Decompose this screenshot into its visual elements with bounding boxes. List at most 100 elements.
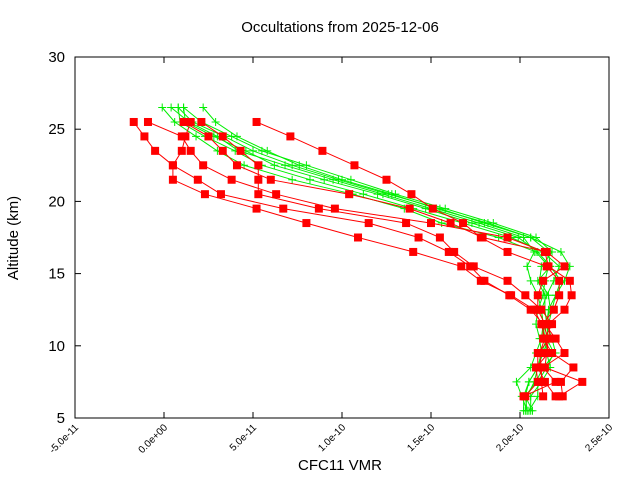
green-point [199, 103, 208, 112]
green-point [211, 117, 220, 126]
red-point [428, 204, 437, 213]
red-point [551, 377, 560, 386]
red-point [551, 392, 560, 401]
red-point [567, 291, 576, 300]
red-point [540, 377, 549, 386]
series-layer [129, 103, 587, 415]
red-point [533, 305, 542, 314]
red-point [578, 377, 587, 386]
red-point [193, 175, 202, 184]
chart-title: Occultations from 2025-12-06 [241, 19, 439, 36]
red-point [364, 219, 373, 228]
red-point [218, 146, 227, 155]
red-point [446, 219, 455, 228]
green-point [334, 175, 343, 184]
red-point [459, 219, 468, 228]
green-point [524, 377, 533, 386]
red-point [539, 276, 548, 285]
red-point [548, 349, 557, 358]
red-point [129, 117, 138, 126]
red-point [457, 262, 466, 271]
red-series-1 [129, 117, 553, 401]
red-point [252, 117, 261, 126]
red-point [521, 291, 530, 300]
green-series-4 [199, 103, 574, 415]
green-point [158, 103, 167, 112]
red-point [519, 392, 528, 401]
y-tick-label: 15 [48, 266, 65, 283]
red-point [560, 262, 569, 271]
red-point [444, 247, 453, 256]
red-point [279, 204, 288, 213]
red-point [272, 190, 281, 199]
red-point [414, 233, 423, 242]
red-point [314, 204, 323, 213]
green-point [523, 406, 532, 415]
green-point [532, 233, 541, 242]
red-point [199, 161, 208, 170]
green-series-6 [174, 103, 560, 415]
green-point [288, 161, 297, 170]
red-point [232, 161, 241, 170]
green-point [302, 161, 311, 170]
green-point [359, 190, 368, 199]
red-point [151, 146, 160, 155]
red-point [569, 363, 578, 372]
red-point [382, 175, 391, 184]
green-point [489, 219, 498, 228]
red-series-line [201, 121, 553, 397]
red-point [177, 132, 186, 141]
y-tick-label: 10 [48, 338, 65, 355]
green-point [523, 262, 532, 271]
green-point [346, 175, 355, 184]
green-point [391, 190, 400, 199]
red-point [533, 363, 542, 372]
x-tick-label: 1.5e-10 [405, 422, 437, 454]
green-point [441, 204, 450, 213]
red-point [556, 377, 565, 386]
red-point [405, 204, 414, 213]
red-point [177, 146, 186, 155]
red-series-4 [252, 117, 578, 401]
red-point [565, 276, 574, 285]
red-series-line [133, 121, 550, 397]
y-tick-label: 5 [57, 410, 65, 427]
red-series-line [147, 121, 573, 397]
red-point [409, 247, 418, 256]
x-tick-label: 2.5e-10 [583, 422, 615, 454]
red-point [252, 204, 261, 213]
green-point [305, 175, 314, 184]
green-point [494, 233, 503, 242]
red-point [254, 175, 263, 184]
green-point [270, 161, 279, 170]
red-point [216, 190, 225, 199]
red-point [544, 262, 553, 271]
red-point [555, 276, 564, 285]
red-point [503, 276, 512, 285]
red-point [478, 233, 487, 242]
red-point [286, 132, 295, 141]
red-point [533, 349, 542, 358]
red-point [266, 175, 275, 184]
red-point [204, 132, 213, 141]
red-point [402, 219, 411, 228]
red-point [542, 247, 551, 256]
red-point [542, 349, 551, 358]
red-point [345, 190, 354, 199]
green-series-line [177, 107, 557, 412]
green-series-1 [158, 103, 553, 415]
red-point [526, 305, 535, 314]
x-tick-label: 5.0e-11 [228, 422, 260, 454]
red-point [140, 132, 149, 141]
red-point [558, 392, 567, 401]
red-point [546, 334, 555, 343]
red-point [197, 117, 206, 126]
red-point [539, 334, 548, 343]
red-point [318, 146, 327, 155]
red-point [227, 175, 236, 184]
green-point [544, 291, 553, 300]
red-point [330, 204, 339, 213]
x-tick-label: 1.0e-10 [316, 422, 348, 454]
red-point [560, 305, 569, 314]
